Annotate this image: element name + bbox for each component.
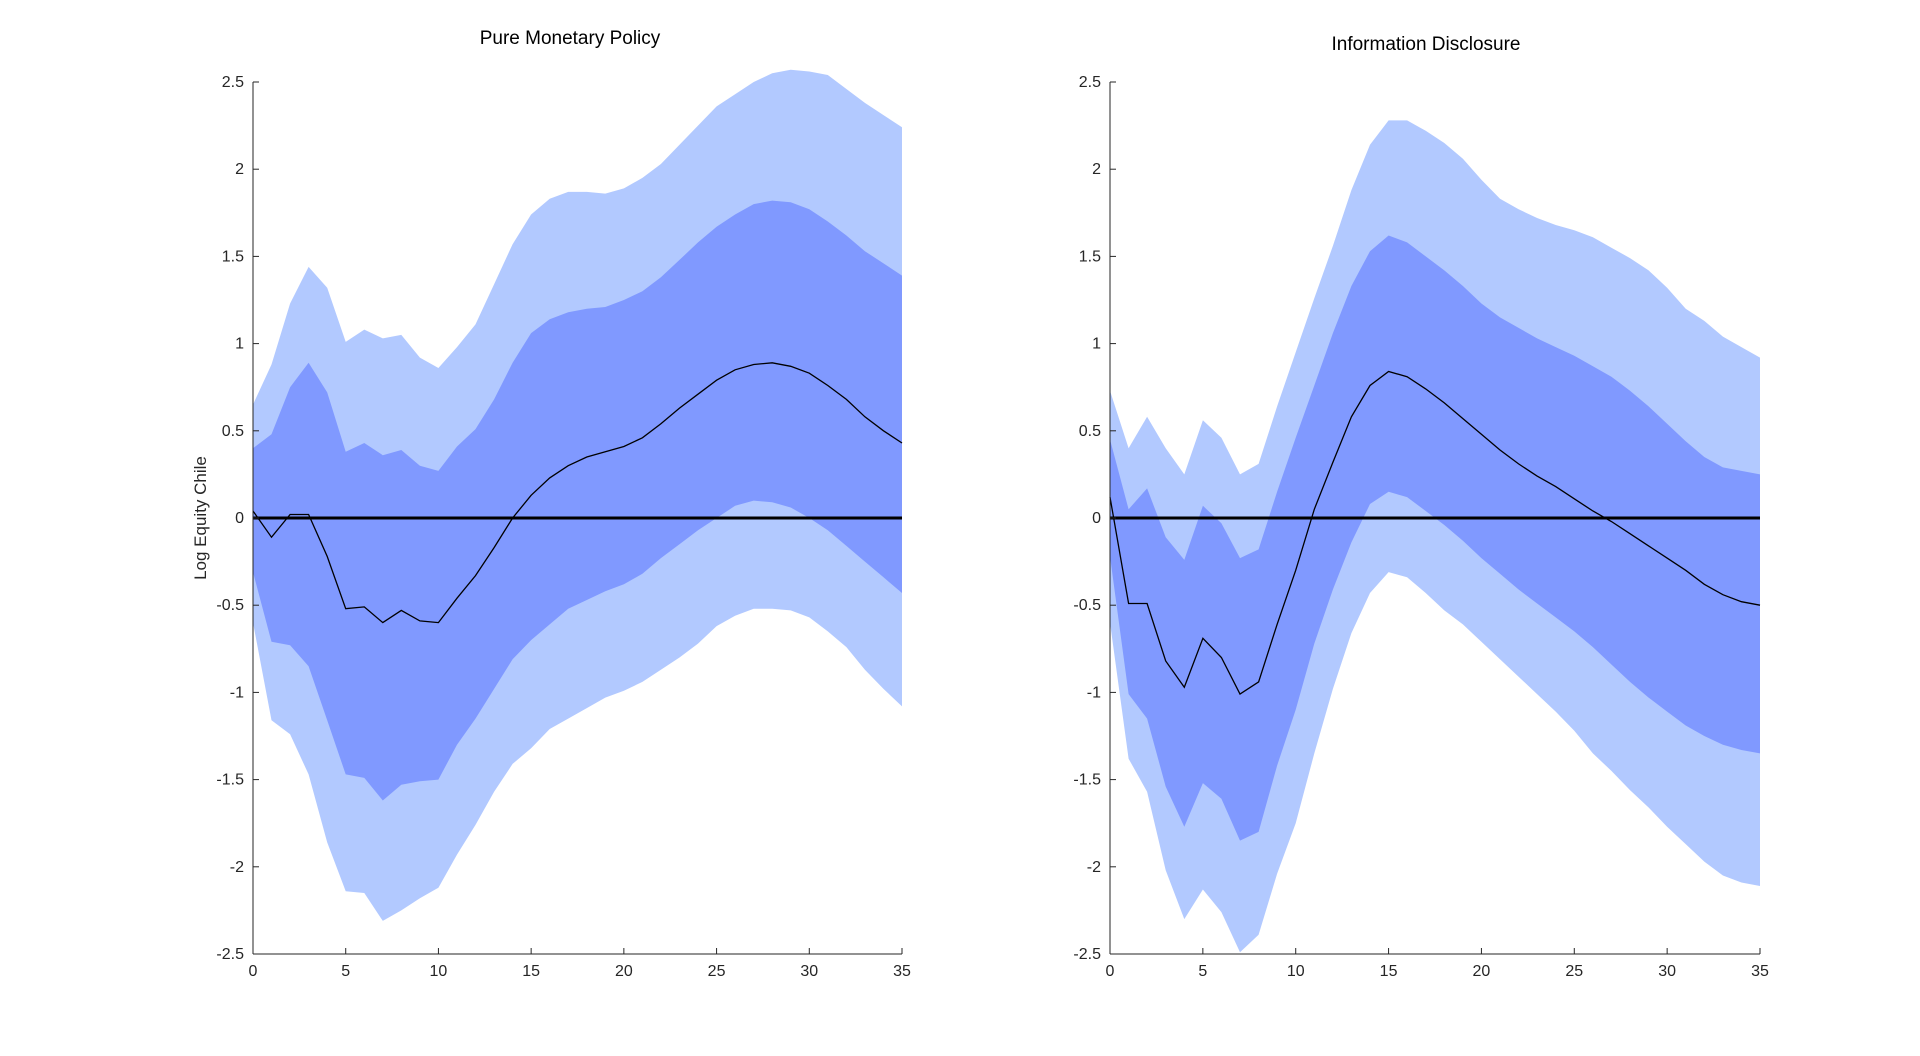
y-tick-label: -1.5: [216, 772, 244, 789]
y-tick-label: -2: [1087, 859, 1101, 876]
inner-credible-band: [1110, 235, 1760, 841]
y-tick-label: 2: [235, 161, 244, 178]
y-tick-label: 1.5: [1079, 248, 1101, 265]
inner-credible-band: [253, 200, 902, 801]
chart-panel-pure-monetary-policy: 2.5 2 1.5 1 0.5 0 -0.5 -1 -1.5 -2 -2.5 0 5 10 15 20 25 30…: [191, 28, 911, 980]
y-tick-label: -0.5: [1073, 597, 1101, 614]
x-tick-label: 35: [1751, 963, 1769, 980]
y-tick-label: 0: [235, 510, 244, 527]
y-tick-label: 2.5: [222, 74, 244, 91]
x-tick-label: 35: [893, 963, 911, 980]
y-tick-label: 2.5: [1079, 74, 1101, 91]
x-tick-label: 25: [708, 963, 726, 980]
x-tick-label: 5: [1198, 963, 1207, 980]
x-tick-label: 0: [1106, 963, 1115, 980]
x-tick-label: 25: [1565, 963, 1583, 980]
y-tick-label: -1: [1087, 684, 1101, 701]
y-tick-label: -2: [230, 859, 244, 876]
x-tick-label: 10: [1287, 963, 1305, 980]
x-tick-label: 0: [249, 963, 258, 980]
x-tick-label: 15: [522, 963, 540, 980]
y-tick-label: 0.5: [1079, 423, 1101, 440]
chart-panel-information-disclosure: 2.5 2 1.5 1 0.5 0 -0.5 -1 -1.5 -2 -2.5 0 5 10 15 20 25 30…: [1073, 34, 1769, 980]
x-tick-label: 30: [800, 963, 818, 980]
x-tick-label: 10: [430, 963, 448, 980]
y-tick-label: 1: [1092, 336, 1101, 353]
chart-title: Information Disclosure: [1331, 34, 1520, 55]
median-response-line: [252, 362, 903, 624]
y-tick-label: 2: [1092, 161, 1101, 178]
y-tick-label: 0.5: [222, 423, 244, 440]
median-response-line: [1109, 370, 1761, 696]
x-tick-label: 30: [1658, 963, 1676, 980]
y-axis-label: Log Equity Chile: [191, 456, 210, 580]
y-tick-label: -1: [230, 684, 244, 701]
y-tick-label: -2.5: [216, 946, 244, 963]
y-tick-label: -2.5: [1073, 946, 1101, 963]
y-tick-label: 1.5: [222, 248, 244, 265]
x-tick-label: 15: [1380, 963, 1398, 980]
x-tick-label: 20: [1473, 963, 1491, 980]
y-tick-label: -0.5: [216, 597, 244, 614]
y-tick-label: 1: [235, 336, 244, 353]
x-tick-label: 20: [615, 963, 633, 980]
x-tick-label: 5: [341, 963, 350, 980]
chart-title: Pure Monetary Policy: [480, 28, 661, 49]
y-tick-label: 0: [1092, 510, 1101, 527]
y-tick-label: -1.5: [1073, 772, 1101, 789]
